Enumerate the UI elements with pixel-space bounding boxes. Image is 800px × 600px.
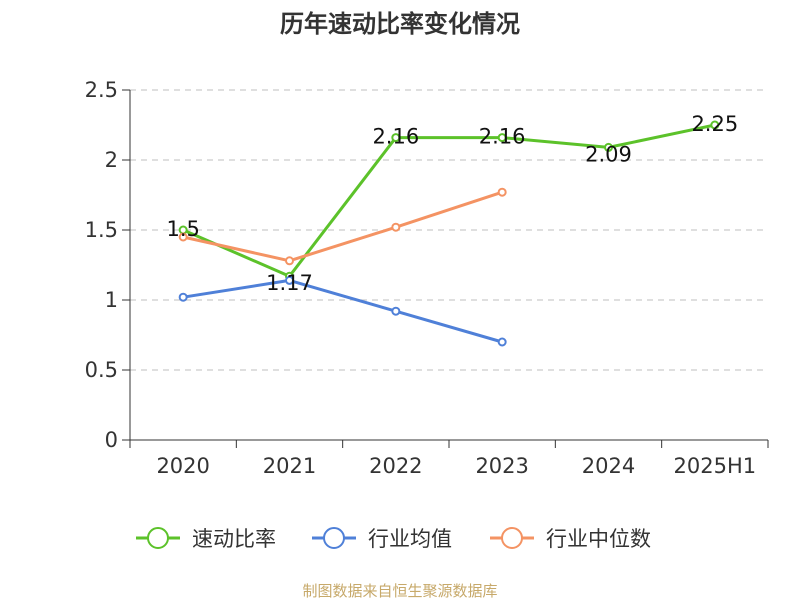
series-point[interactable]: [285, 256, 294, 266]
data-label: 2.25: [691, 112, 738, 136]
x-tick-label: 2022: [369, 454, 422, 478]
x-tick-label: 2021: [263, 454, 316, 478]
series-point[interactable]: [391, 222, 401, 232]
data-label: 2.09: [585, 142, 632, 166]
chart-title: 历年速动比率变化情况: [280, 10, 520, 38]
legend-label: 行业中位数: [546, 527, 651, 551]
legend-swatch-marker: [501, 527, 523, 549]
data-label: 1.17: [266, 271, 313, 295]
series-point[interactable]: [497, 187, 507, 197]
y-tick-label: 0: [105, 428, 118, 452]
legend-item-0[interactable]: 速动比率: [136, 527, 276, 551]
legend-label: 速动比率: [192, 527, 276, 551]
series-point[interactable]: [285, 275, 294, 285]
legend-swatch-marker: [147, 527, 169, 549]
legend-label: 行业均值: [368, 527, 452, 551]
series-point[interactable]: [497, 133, 507, 143]
data-label: 1.5: [166, 217, 199, 241]
x-tick-label: 2020: [156, 454, 209, 478]
data-label: 2.16: [372, 125, 419, 149]
legend-item-1[interactable]: 行业均值: [312, 527, 452, 551]
data-labels: 1.5 1.17 2.16 2.16 2.09 2.25: [166, 112, 738, 295]
x-tick-label: 2024: [582, 454, 635, 478]
legend[interactable]: 速动比率 行业均值 行业中位数: [136, 527, 651, 551]
axes: 0 0.5 1 1.5 2 2.5 2020 2021 2022 2023 2024 2025H1: [85, 78, 769, 478]
legend-item-2[interactable]: 行业中位数: [490, 527, 651, 551]
data-label: 2.16: [479, 125, 526, 149]
x-tick-label: 2023: [475, 454, 528, 478]
source-note: 制图数据来自恒生聚源数据库: [302, 582, 497, 600]
series-point[interactable]: [604, 142, 613, 152]
series-point[interactable]: [178, 232, 188, 242]
y-tick-label: 2.5: [85, 78, 118, 102]
x-tick-label: 2025H1: [674, 454, 757, 478]
series-point[interactable]: [497, 337, 507, 347]
series-line-1: [181, 278, 504, 344]
legend-swatch-marker: [323, 527, 345, 549]
series-point[interactable]: [710, 120, 720, 130]
series-line-2: [181, 190, 504, 263]
y-tick-label: 0.5: [85, 358, 118, 382]
series-point[interactable]: [391, 133, 401, 143]
y-tick-label: 1.5: [85, 218, 118, 242]
series-point[interactable]: [391, 306, 401, 316]
y-tick-label: 1: [105, 288, 118, 312]
series-point[interactable]: [178, 292, 188, 302]
grid: [130, 89, 768, 371]
y-tick-label: 2: [105, 148, 118, 172]
series-line-0: [181, 123, 717, 278]
series-layer: [178, 120, 720, 347]
